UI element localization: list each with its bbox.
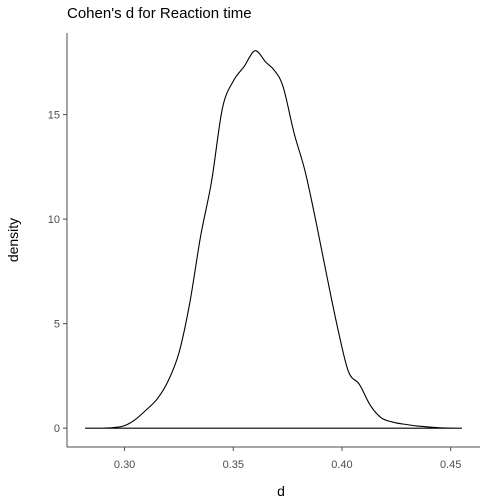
chart-title: Cohen's d for Reaction time	[67, 5, 252, 22]
y-tick-label: 5	[54, 319, 60, 331]
x-tick-label: 0.30	[114, 459, 135, 471]
x-tick-label: 0.35	[223, 459, 244, 471]
y-axis-title: density	[5, 218, 21, 262]
density-curve	[84, 50, 463, 429]
x-axis-title: d	[277, 483, 285, 499]
x-tick-label: 0.45	[440, 459, 461, 471]
y-axis-ticks: 0 5 10 15	[48, 110, 67, 435]
x-axis-ticks: 0.30 0.35 0.40 0.45	[114, 447, 461, 471]
x-tick-label: 0.40	[331, 459, 352, 471]
plot-layer	[84, 50, 463, 429]
y-tick-label: 0	[54, 423, 60, 435]
y-tick-label: 15	[48, 110, 60, 122]
y-tick-label: 10	[48, 214, 60, 226]
